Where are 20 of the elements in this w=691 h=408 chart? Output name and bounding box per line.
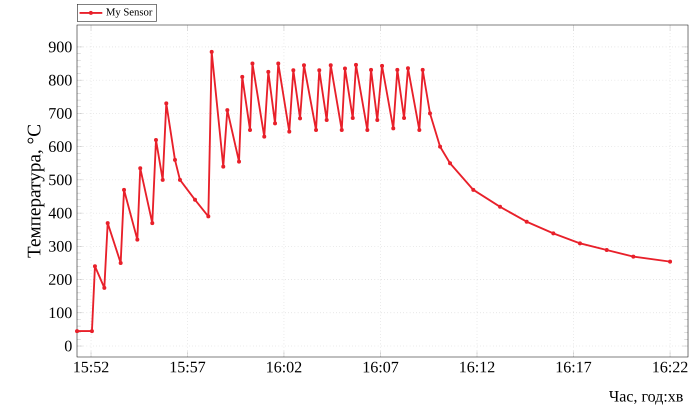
y-tick-label: 500 — [49, 174, 72, 186]
y-tick-label: 200 — [49, 274, 72, 285]
y-tick-label: 0 — [64, 340, 72, 352]
x-tick-label: 15:52 — [74, 362, 108, 373]
y-tick-label: 100 — [50, 307, 72, 318]
legend-label: My Sensor — [106, 8, 152, 18]
y-tick-label: 600 — [48, 141, 72, 152]
x-tick-label: 16:12 — [460, 362, 494, 373]
x-tick-label: 15:57 — [170, 362, 206, 373]
y-tick-label: 400 — [48, 208, 72, 218]
x-tick-label: 16:22 — [653, 362, 688, 373]
y-axis-title: Температура, °C — [28, 125, 44, 258]
x-axis-title: Час, год:хв — [609, 391, 683, 405]
x-tick-label: 16:07 — [364, 362, 398, 373]
x-tick-label: 16:02 — [267, 362, 302, 373]
y-tick-label: 900 — [48, 42, 72, 52]
y-tick-label: 700 — [49, 108, 72, 119]
y-tick-label: 300 — [49, 240, 72, 252]
x-tick-label: 16:17 — [556, 362, 592, 373]
y-tick-label: 800 — [48, 74, 72, 86]
